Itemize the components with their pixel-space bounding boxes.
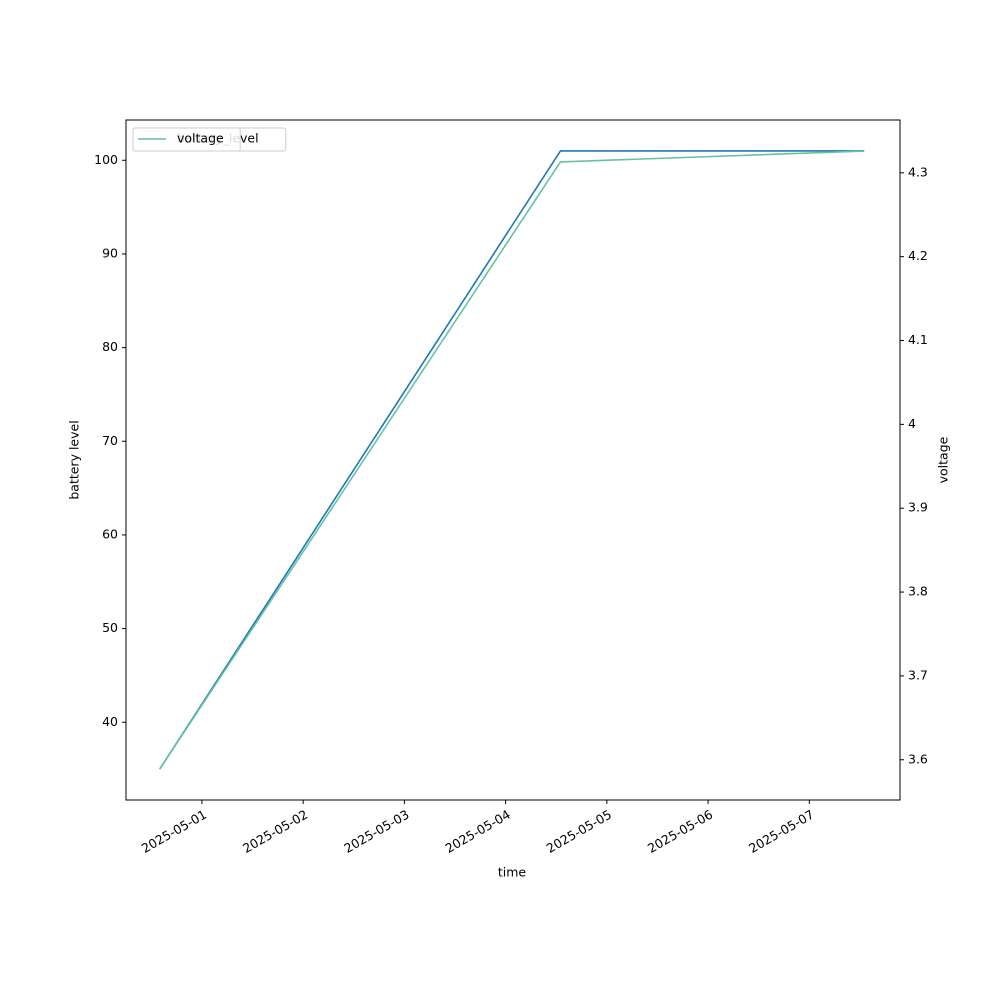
x-tick-label: 2025-05-02: [240, 807, 310, 856]
y2-tick-label: 3.7: [908, 667, 928, 682]
y-tick-label: 80: [102, 339, 118, 354]
x-tick-label: 2025-05-03: [341, 807, 411, 856]
y2-tick-label: 4: [908, 416, 916, 431]
x-tick-label: 2025-05-05: [544, 807, 614, 856]
y-tick-label: 40: [102, 714, 118, 729]
legend-box: [132, 127, 241, 152]
x-tick-label: 2025-05-07: [746, 807, 816, 856]
legend-label: voltage: [177, 131, 224, 146]
y-tick-label: 100: [94, 152, 118, 167]
y2-axis-label: voltage: [936, 436, 951, 483]
y2-tick-label: 4.2: [908, 248, 928, 263]
y-tick-label: 50: [102, 620, 118, 635]
x-axis-label: time: [498, 865, 527, 880]
plot-frame: [125, 119, 901, 801]
y2-tick-label: 3.6: [908, 751, 928, 766]
y2-tick-label: 4.3: [908, 164, 928, 179]
x-tick-label: 2025-05-06: [645, 807, 715, 856]
y-tick-label: 90: [102, 245, 118, 260]
y-axis-label: battery level: [67, 420, 82, 499]
y-tick-label: 60: [102, 526, 118, 541]
y2-tick-label: 3.9: [908, 500, 928, 515]
x-tick-label: 2025-05-04: [442, 807, 512, 856]
series-line: [159, 150, 865, 770]
series-line: [159, 150, 865, 770]
y2-tick-label: 3.8: [908, 584, 928, 599]
x-tick-label: 2025-05-01: [139, 807, 209, 856]
y2-tick-label: 4.1: [908, 332, 928, 347]
y-tick-label: 70: [102, 433, 118, 448]
